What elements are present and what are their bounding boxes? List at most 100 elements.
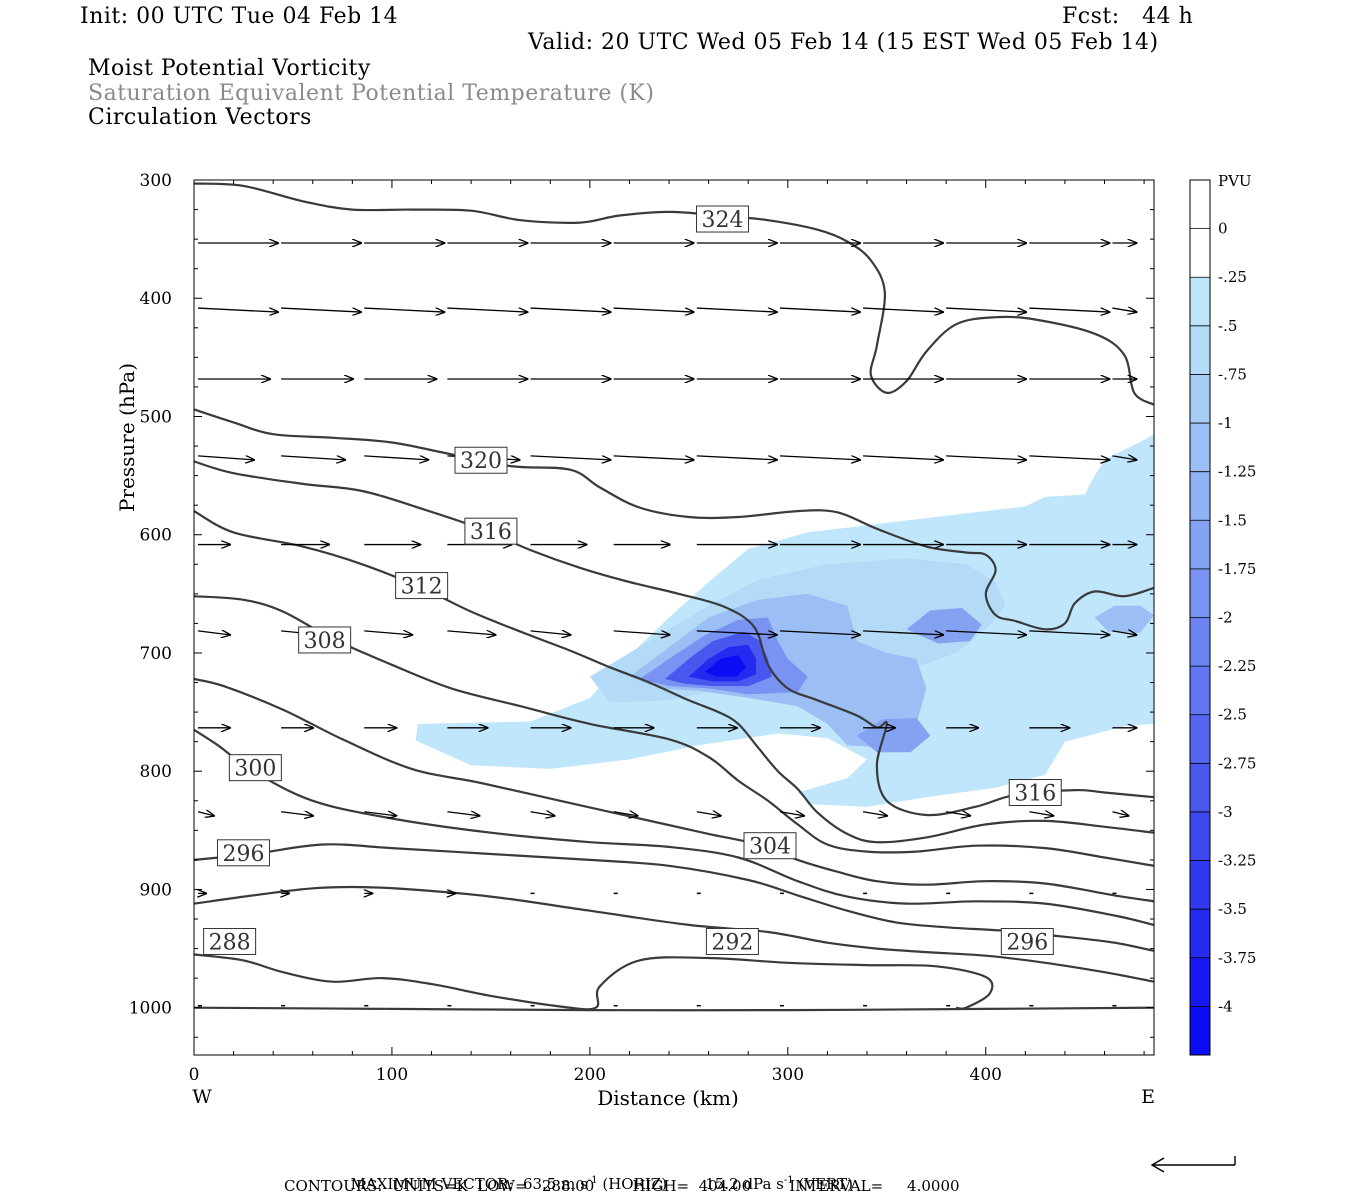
vector-3-5 — [613, 455, 694, 460]
y-tick-label-600: 600 — [140, 526, 172, 546]
colorbar-swatch-1 — [1190, 228, 1210, 278]
vert-units: dPa s — [743, 1175, 784, 1193]
vector-5-11 — [1112, 631, 1136, 635]
x-tick-label-400: 400 — [970, 1065, 1002, 1085]
vector-3-2 — [364, 455, 428, 460]
axis-text: 300 400 500 600 700 800 900 1000 0 100 200 300 400 W E… — [115, 171, 1155, 1110]
field-title-vectors: Circulation Vectors — [88, 105, 312, 130]
init-time: Init: 00 UTC Tue 04 Feb 14 — [80, 4, 399, 29]
contour-label-296-b-box — [1000, 927, 1054, 955]
colorbar-label-13: -3.25 — [1218, 852, 1256, 870]
colorbar-label-0: 0 — [1218, 220, 1228, 238]
x-tick-label-100: 100 — [376, 1065, 408, 1085]
colorbar-swatch-0 — [1190, 180, 1210, 230]
colorbar-swatch-9 — [1190, 617, 1210, 667]
colorbar-label-8: -2 — [1218, 609, 1233, 627]
colorbar-swatch-10 — [1190, 666, 1210, 716]
vector-7-7 — [779, 812, 804, 816]
colorbar-swatch-3 — [1190, 325, 1210, 375]
x-axis-title: Distance (km) — [597, 1086, 739, 1110]
vector-5-2 — [364, 631, 412, 635]
y-tick-label-1000: 1000 — [129, 999, 172, 1019]
colorbar-swatch-5 — [1190, 423, 1210, 473]
vector-1-1 — [281, 307, 361, 312]
colorbar-label-6: -1.5 — [1218, 511, 1247, 529]
colorbar-label-1: -.25 — [1218, 268, 1247, 286]
colorbar-label-11: -2.75 — [1218, 754, 1256, 772]
vector-5-5 — [613, 630, 670, 635]
vector-7-3 — [447, 812, 479, 816]
contour-label-300: 300 — [228, 754, 282, 782]
vector-7-5 — [613, 812, 638, 816]
colorbar-swatch-15 — [1190, 909, 1210, 959]
y-tick-label-800: 800 — [140, 762, 172, 782]
colorbar-swatch-17 — [1190, 1006, 1210, 1056]
colorbar-label-5: -1.25 — [1218, 463, 1256, 481]
vector-7-2 — [364, 812, 396, 816]
vector-5-7 — [779, 630, 860, 635]
vert-tag: (VERT) — [798, 1175, 853, 1193]
contour-label-296-text: 296 — [222, 842, 264, 867]
pv-region-9 — [1094, 605, 1154, 633]
horiz-tag: (HORIZ) — [602, 1175, 668, 1193]
contour-label-296-box — [216, 839, 270, 867]
y-tick-label-300: 300 — [140, 171, 172, 191]
colorbar-label-14: -3.5 — [1218, 900, 1247, 918]
colorbar-label-15: -3.75 — [1218, 949, 1256, 967]
contour-label-308: 308 — [298, 626, 352, 654]
x-tick-label-0: 0 — [189, 1065, 200, 1085]
theta-contour-316 — [194, 460, 1154, 817]
vert-exp: -1 — [783, 1175, 794, 1186]
colorbar: PVU 0 -.25 -.5 -.75 -1 -1.25 -1.5 -1.75 -2 -2.25 -2… — [1189, 172, 1256, 1056]
vector-7-4 — [530, 812, 555, 816]
vector-7-8 — [862, 812, 887, 816]
contour-label-320-text: 320 — [460, 449, 502, 474]
contour-label-316-b-text: 316 — [1014, 782, 1056, 807]
vector-3-1 — [281, 455, 345, 460]
colorbar-swatch-11 — [1190, 714, 1210, 764]
vert-value: 15.2 — [705, 1175, 739, 1193]
contour-label-320: 320 — [454, 446, 508, 474]
vector-7-9 — [946, 812, 970, 816]
horiz-exp: -1 — [587, 1175, 598, 1186]
contour-label-292: 292 — [705, 927, 759, 955]
vector-7-6 — [696, 812, 721, 816]
colorbar-label-10: -2.5 — [1218, 706, 1247, 724]
colorbar-swatch-14 — [1190, 860, 1210, 910]
contour-label-296-b: 296 — [1000, 927, 1054, 955]
vector-3-0 — [197, 455, 254, 460]
contour-label-292-box — [705, 927, 759, 955]
vector-3-8 — [863, 455, 943, 460]
contour-label-312-box — [395, 572, 449, 600]
contour-label-304-text: 304 — [749, 835, 791, 860]
vector-5-9 — [946, 630, 1026, 635]
vector-5-10 — [1029, 630, 1109, 635]
theta-contour-300 — [194, 728, 1154, 926]
colorbar-swatch-7 — [1190, 520, 1210, 570]
contour-label-296: 296 — [216, 839, 270, 867]
vector-3-10 — [1029, 455, 1109, 460]
contour-label-324: 324 — [695, 205, 749, 233]
max-vector-label: MAXIMUM VECTOR: — [350, 1175, 514, 1193]
contour-label-288: 288 — [203, 927, 257, 955]
theta-contour-292 — [194, 885, 1154, 983]
vector-7-10 — [1029, 812, 1053, 816]
vector-7-1 — [281, 812, 313, 816]
y-tick-label-400: 400 — [140, 289, 172, 309]
reference-vector — [1150, 1156, 1236, 1173]
pv-shading — [415, 434, 1154, 807]
colorbar-label-3: -.75 — [1218, 365, 1247, 383]
valid-time: Valid: 20 UTC Wed 05 Feb 14 (15 EST Wed … — [528, 30, 1159, 55]
vector-3-9 — [946, 455, 1026, 460]
contour-label-312-text: 312 — [401, 575, 443, 600]
vector-1-5 — [613, 307, 694, 312]
contour-label-312: 312 — [395, 572, 449, 600]
vector-7-0 — [197, 812, 214, 816]
contour-label-308-text: 308 — [304, 629, 346, 654]
vector-1-3 — [447, 307, 527, 312]
vector-5-0 — [197, 631, 230, 635]
contour-label-316-b-box — [1008, 779, 1062, 806]
colorbar-label-12: -3 — [1218, 803, 1233, 821]
colorbar-swatch-6 — [1190, 471, 1210, 521]
